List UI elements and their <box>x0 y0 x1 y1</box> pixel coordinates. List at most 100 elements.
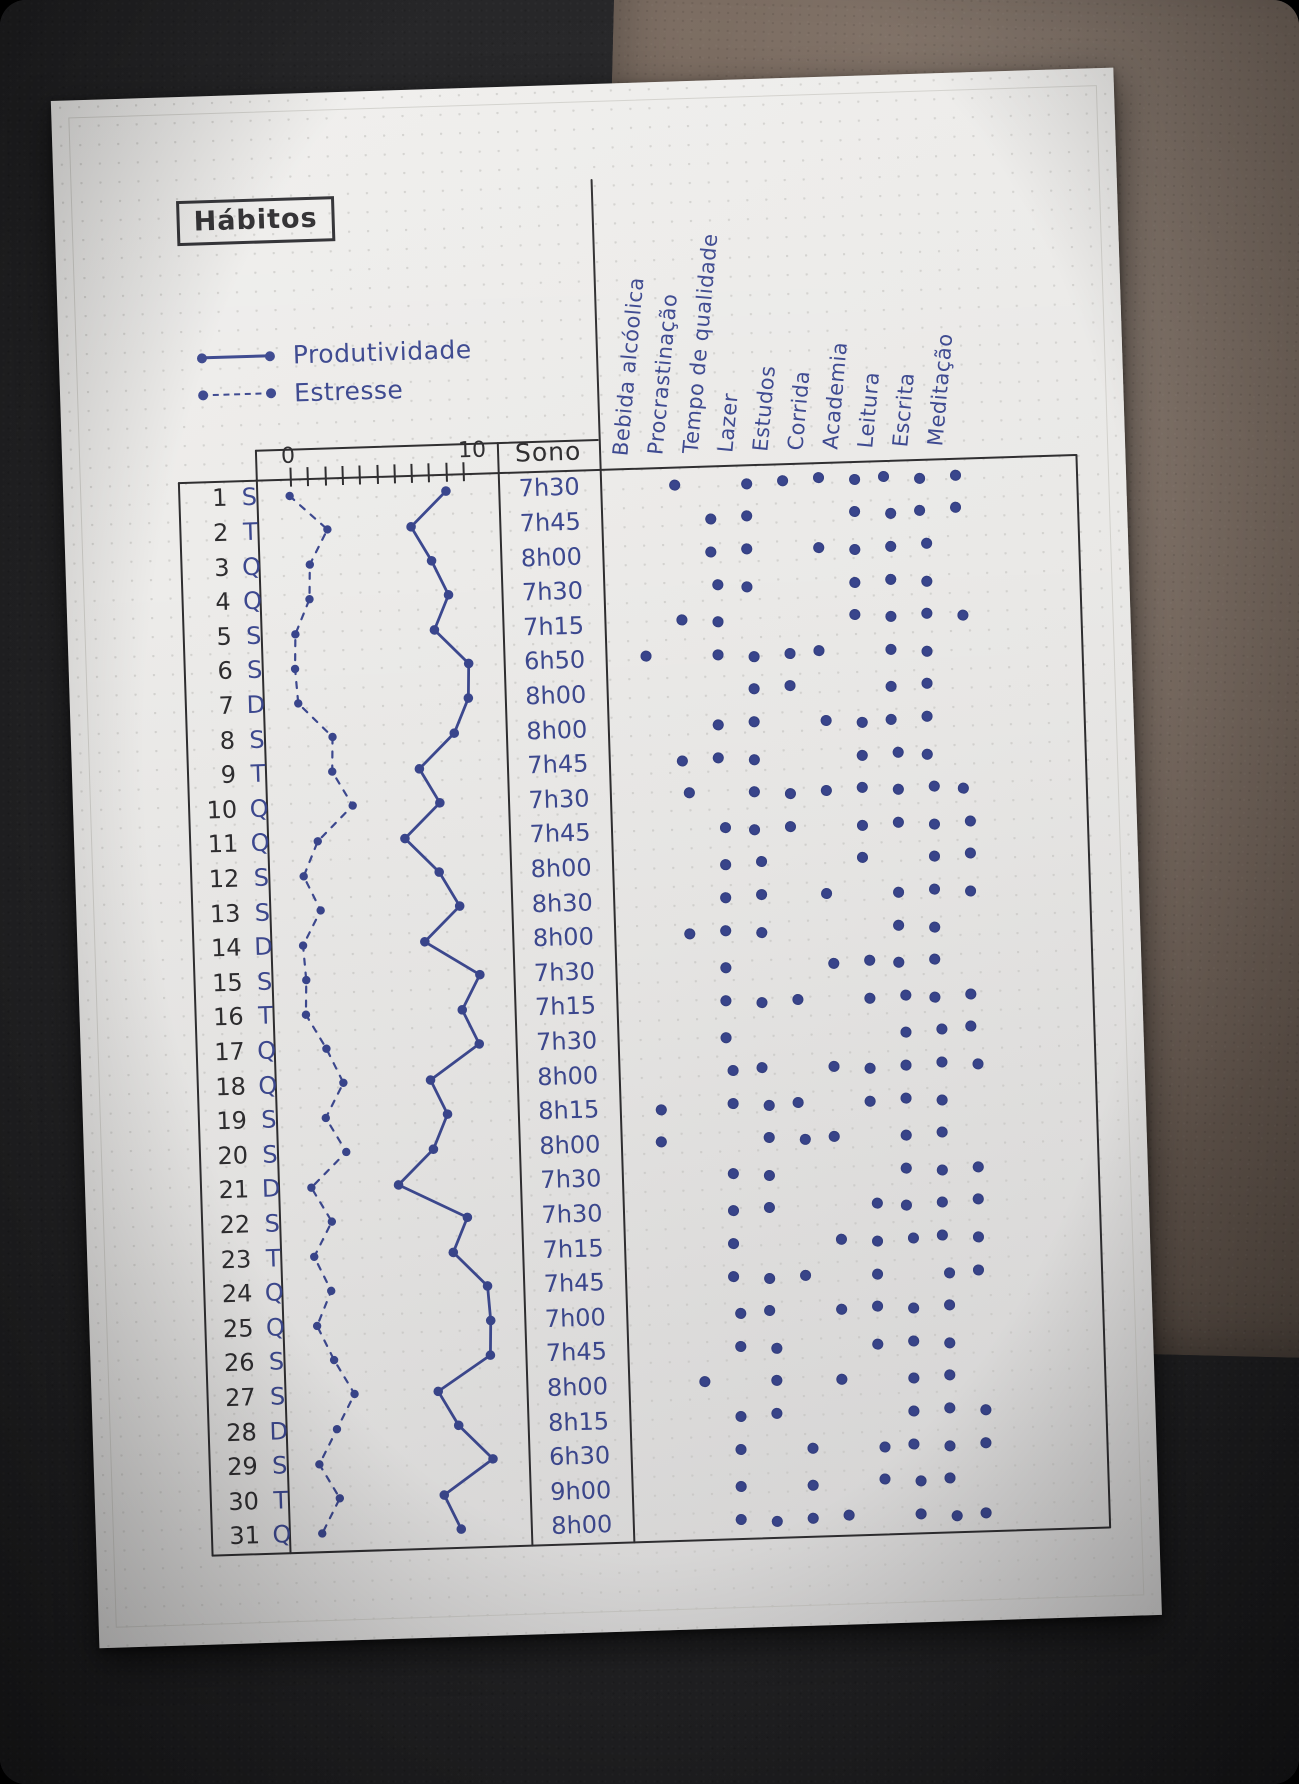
habit-dot <box>791 1096 804 1108</box>
produtividade-point <box>475 969 485 980</box>
day-number: 12 <box>208 864 240 894</box>
habit-dot <box>856 716 868 729</box>
estresse-point <box>335 1494 345 1503</box>
estresse-point <box>342 1147 351 1157</box>
habit-dot <box>740 543 752 555</box>
habit-dot <box>964 988 976 1000</box>
sono-value: 6h50 <box>523 645 586 676</box>
habit-dot <box>914 1508 927 1520</box>
habit-dot <box>711 616 724 628</box>
sono-value: 8h15 <box>537 1095 600 1126</box>
habit-dot <box>763 1305 775 1317</box>
produtividade-point <box>442 1109 453 1119</box>
sono-value: 8h00 <box>530 853 593 884</box>
sono-value: 7h30 <box>533 957 596 987</box>
produtividade-point <box>488 1454 498 1464</box>
day-number: 15 <box>211 968 244 998</box>
habit-dot <box>971 1058 984 1070</box>
habit-dot <box>740 477 752 490</box>
habit-dot <box>819 714 832 727</box>
produtividade-point <box>428 1144 439 1154</box>
sono-value: 7h45 <box>519 507 582 538</box>
habit-dot <box>727 1237 739 1250</box>
sono-value: 7h45 <box>526 749 589 780</box>
habit-dot <box>806 1442 819 1454</box>
habit-dot <box>943 1337 955 1349</box>
estresse-point <box>327 1286 336 1296</box>
habit-dot <box>884 713 897 726</box>
produtividade-point <box>462 1212 473 1223</box>
habit-dot <box>842 1509 855 1521</box>
habit-dot <box>712 751 724 764</box>
produtividade-point <box>433 1386 444 1397</box>
sono-value: 8h00 <box>524 680 587 711</box>
estresse-point <box>315 1460 324 1469</box>
habit-dot <box>812 471 824 484</box>
day-number: 5 <box>216 622 233 651</box>
habit-dot <box>900 1162 912 1174</box>
habit-dot <box>920 607 933 620</box>
produtividade-point <box>454 901 465 911</box>
habit-dot <box>979 1404 992 1416</box>
sono-value: 7h00 <box>544 1302 607 1333</box>
day-number: 16 <box>212 1002 245 1032</box>
produtividade-point <box>453 1420 464 1431</box>
produtividade-point <box>414 764 425 774</box>
estresse-point <box>312 1321 322 1331</box>
habit-dot <box>763 1272 775 1284</box>
sono-value: 7h30 <box>535 1026 598 1057</box>
habit-dot <box>668 479 680 491</box>
sono-value: 8h00 <box>546 1372 609 1402</box>
estresse-point <box>328 732 337 742</box>
habit-dot <box>848 576 860 588</box>
sono-value: 8h00 <box>538 1129 601 1160</box>
sono-value: 8h00 <box>536 1060 599 1091</box>
estresse-point <box>305 595 314 604</box>
habit-dot <box>920 537 932 549</box>
sono-value: 7h45 <box>543 1268 606 1299</box>
solid-line-sample <box>196 350 276 364</box>
day-number: 23 <box>220 1244 252 1274</box>
day-number: 2 <box>212 518 229 547</box>
habit-dot <box>748 823 760 836</box>
habit-dot <box>920 575 932 587</box>
estresse-point <box>323 525 332 534</box>
habit-dot <box>747 650 760 663</box>
habit-dot <box>719 994 732 1007</box>
day-number: 28 <box>225 1417 258 1447</box>
day-number: 20 <box>217 1141 249 1170</box>
day-number: 29 <box>226 1452 259 1482</box>
habit-dot <box>771 1515 783 1527</box>
habit-dot <box>719 821 731 834</box>
estresse-point <box>290 664 300 674</box>
habit-dot <box>812 541 824 554</box>
habit-dot <box>734 1340 746 1352</box>
estresse-point <box>291 630 300 639</box>
habit-dot <box>783 647 796 660</box>
habit-dot <box>936 1229 948 1241</box>
habit-dot <box>863 1062 876 1074</box>
estresse-point <box>310 1252 319 1261</box>
habit-dot <box>676 754 688 767</box>
habit-dot <box>878 1440 891 1453</box>
habit-dot <box>935 1056 948 1068</box>
habit-dot <box>907 1232 919 1244</box>
sono-column-header: Sono <box>514 436 582 468</box>
habit-dot <box>856 781 868 794</box>
estresse-point <box>305 560 315 569</box>
habit-dot <box>907 1335 919 1347</box>
habit-dot <box>878 1473 891 1485</box>
habit-dot <box>877 470 889 483</box>
habit-dot <box>935 1126 948 1138</box>
habit-dot <box>921 748 933 760</box>
habit-dot <box>943 1472 956 1484</box>
habit-dot <box>907 1405 920 1417</box>
habit-dot <box>928 818 940 830</box>
habit-dot <box>735 1481 747 1493</box>
habit-dot <box>748 786 760 798</box>
legend-label: Produtividade <box>292 334 473 370</box>
day-number: 4 <box>214 587 232 617</box>
habit-dot <box>807 1512 819 1524</box>
habit-dot <box>951 1509 963 1522</box>
day-number: 19 <box>215 1106 248 1136</box>
